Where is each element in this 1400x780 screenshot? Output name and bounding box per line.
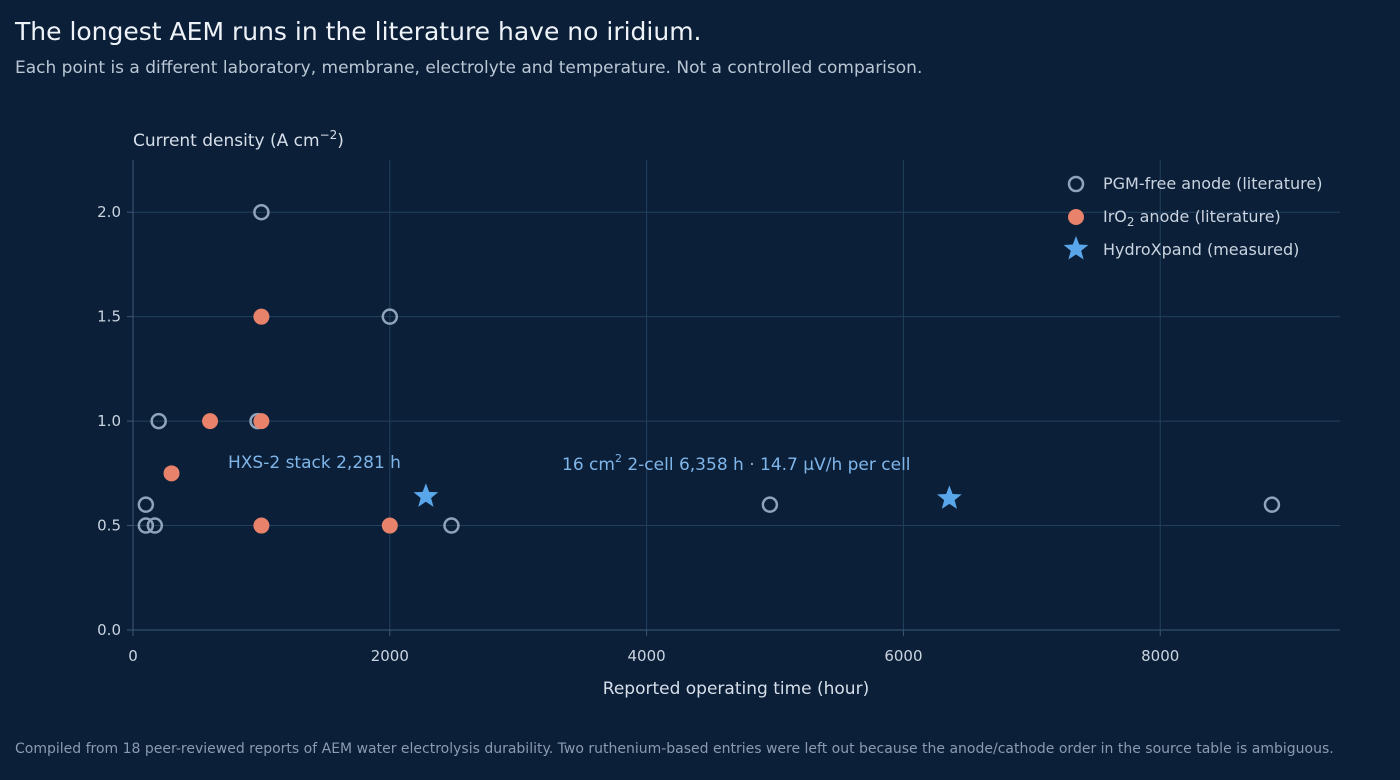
chart-title: The longest AEM runs in the literature h… (14, 17, 702, 46)
annotation-cell: 16 cm2 2-cell 6,358 h · 14.7 µV/h per ce… (562, 452, 911, 475)
x-tick-label: 4000 (628, 647, 666, 665)
legend-marker-hydroxpand (1063, 236, 1089, 260)
point-pgm-free (1263, 496, 1281, 513)
data-points (137, 203, 1281, 534)
point-iro2 (253, 308, 270, 325)
point-pgm-free (253, 203, 270, 221)
point-hydroxpand (937, 485, 962, 509)
y-tick-label: 1.0 (97, 412, 121, 430)
point-pgm-free (146, 517, 164, 534)
point-pgm-free (137, 517, 155, 534)
point-pgm-free (137, 496, 155, 513)
point-pgm-free (443, 517, 460, 534)
axes (127, 160, 1340, 636)
x-tick-label: 8000 (1141, 647, 1179, 665)
point-pgm-free (150, 412, 167, 430)
legend-label-pgm-free: PGM-free anode (literature) (1103, 174, 1322, 193)
point-iro2 (202, 413, 219, 430)
x-axis-title: Reported operating time (hour) (603, 679, 869, 699)
point-iro2 (163, 465, 180, 482)
annotation-stack: HXS-2 stack 2,281 h (228, 453, 401, 473)
footnote: Compiled from 18 peer-reviewed reports o… (15, 741, 1334, 757)
y-axis-title: Current density (A cm−2) (133, 128, 344, 151)
point-pgm-free (761, 496, 779, 513)
point-iro2 (253, 517, 270, 534)
y-tick-label: 0.0 (97, 621, 121, 639)
tick-labels: 0 2000 4000 6000 8000 0.0 0.5 1.0 1.5 2.0 (97, 203, 1179, 665)
legend: PGM-free anode (literature) IrO2 anode (… (1063, 174, 1322, 260)
legend-marker-pgm-free (1067, 175, 1085, 193)
y-tick-label: 2.0 (97, 203, 121, 221)
x-tick-label: 2000 (371, 647, 409, 665)
legend-marker-iro2 (1068, 209, 1084, 225)
grid-lines (133, 160, 1340, 630)
legend-label-hydroxpand: HydroXpand (measured) (1103, 240, 1299, 259)
y-tick-label: 0.5 (97, 517, 121, 535)
x-tick-label: 6000 (884, 647, 922, 665)
point-iro2 (253, 413, 270, 430)
chart-subtitle: Each point is a different laboratory, me… (15, 58, 922, 78)
point-hydroxpand (413, 483, 439, 507)
legend-label-iro2: IrO2 anode (literature) (1103, 207, 1281, 229)
y-tick-label: 1.5 (97, 308, 121, 326)
point-iro2 (381, 517, 398, 534)
x-tick-label: 0 (128, 647, 138, 665)
point-pgm-free (381, 308, 399, 325)
